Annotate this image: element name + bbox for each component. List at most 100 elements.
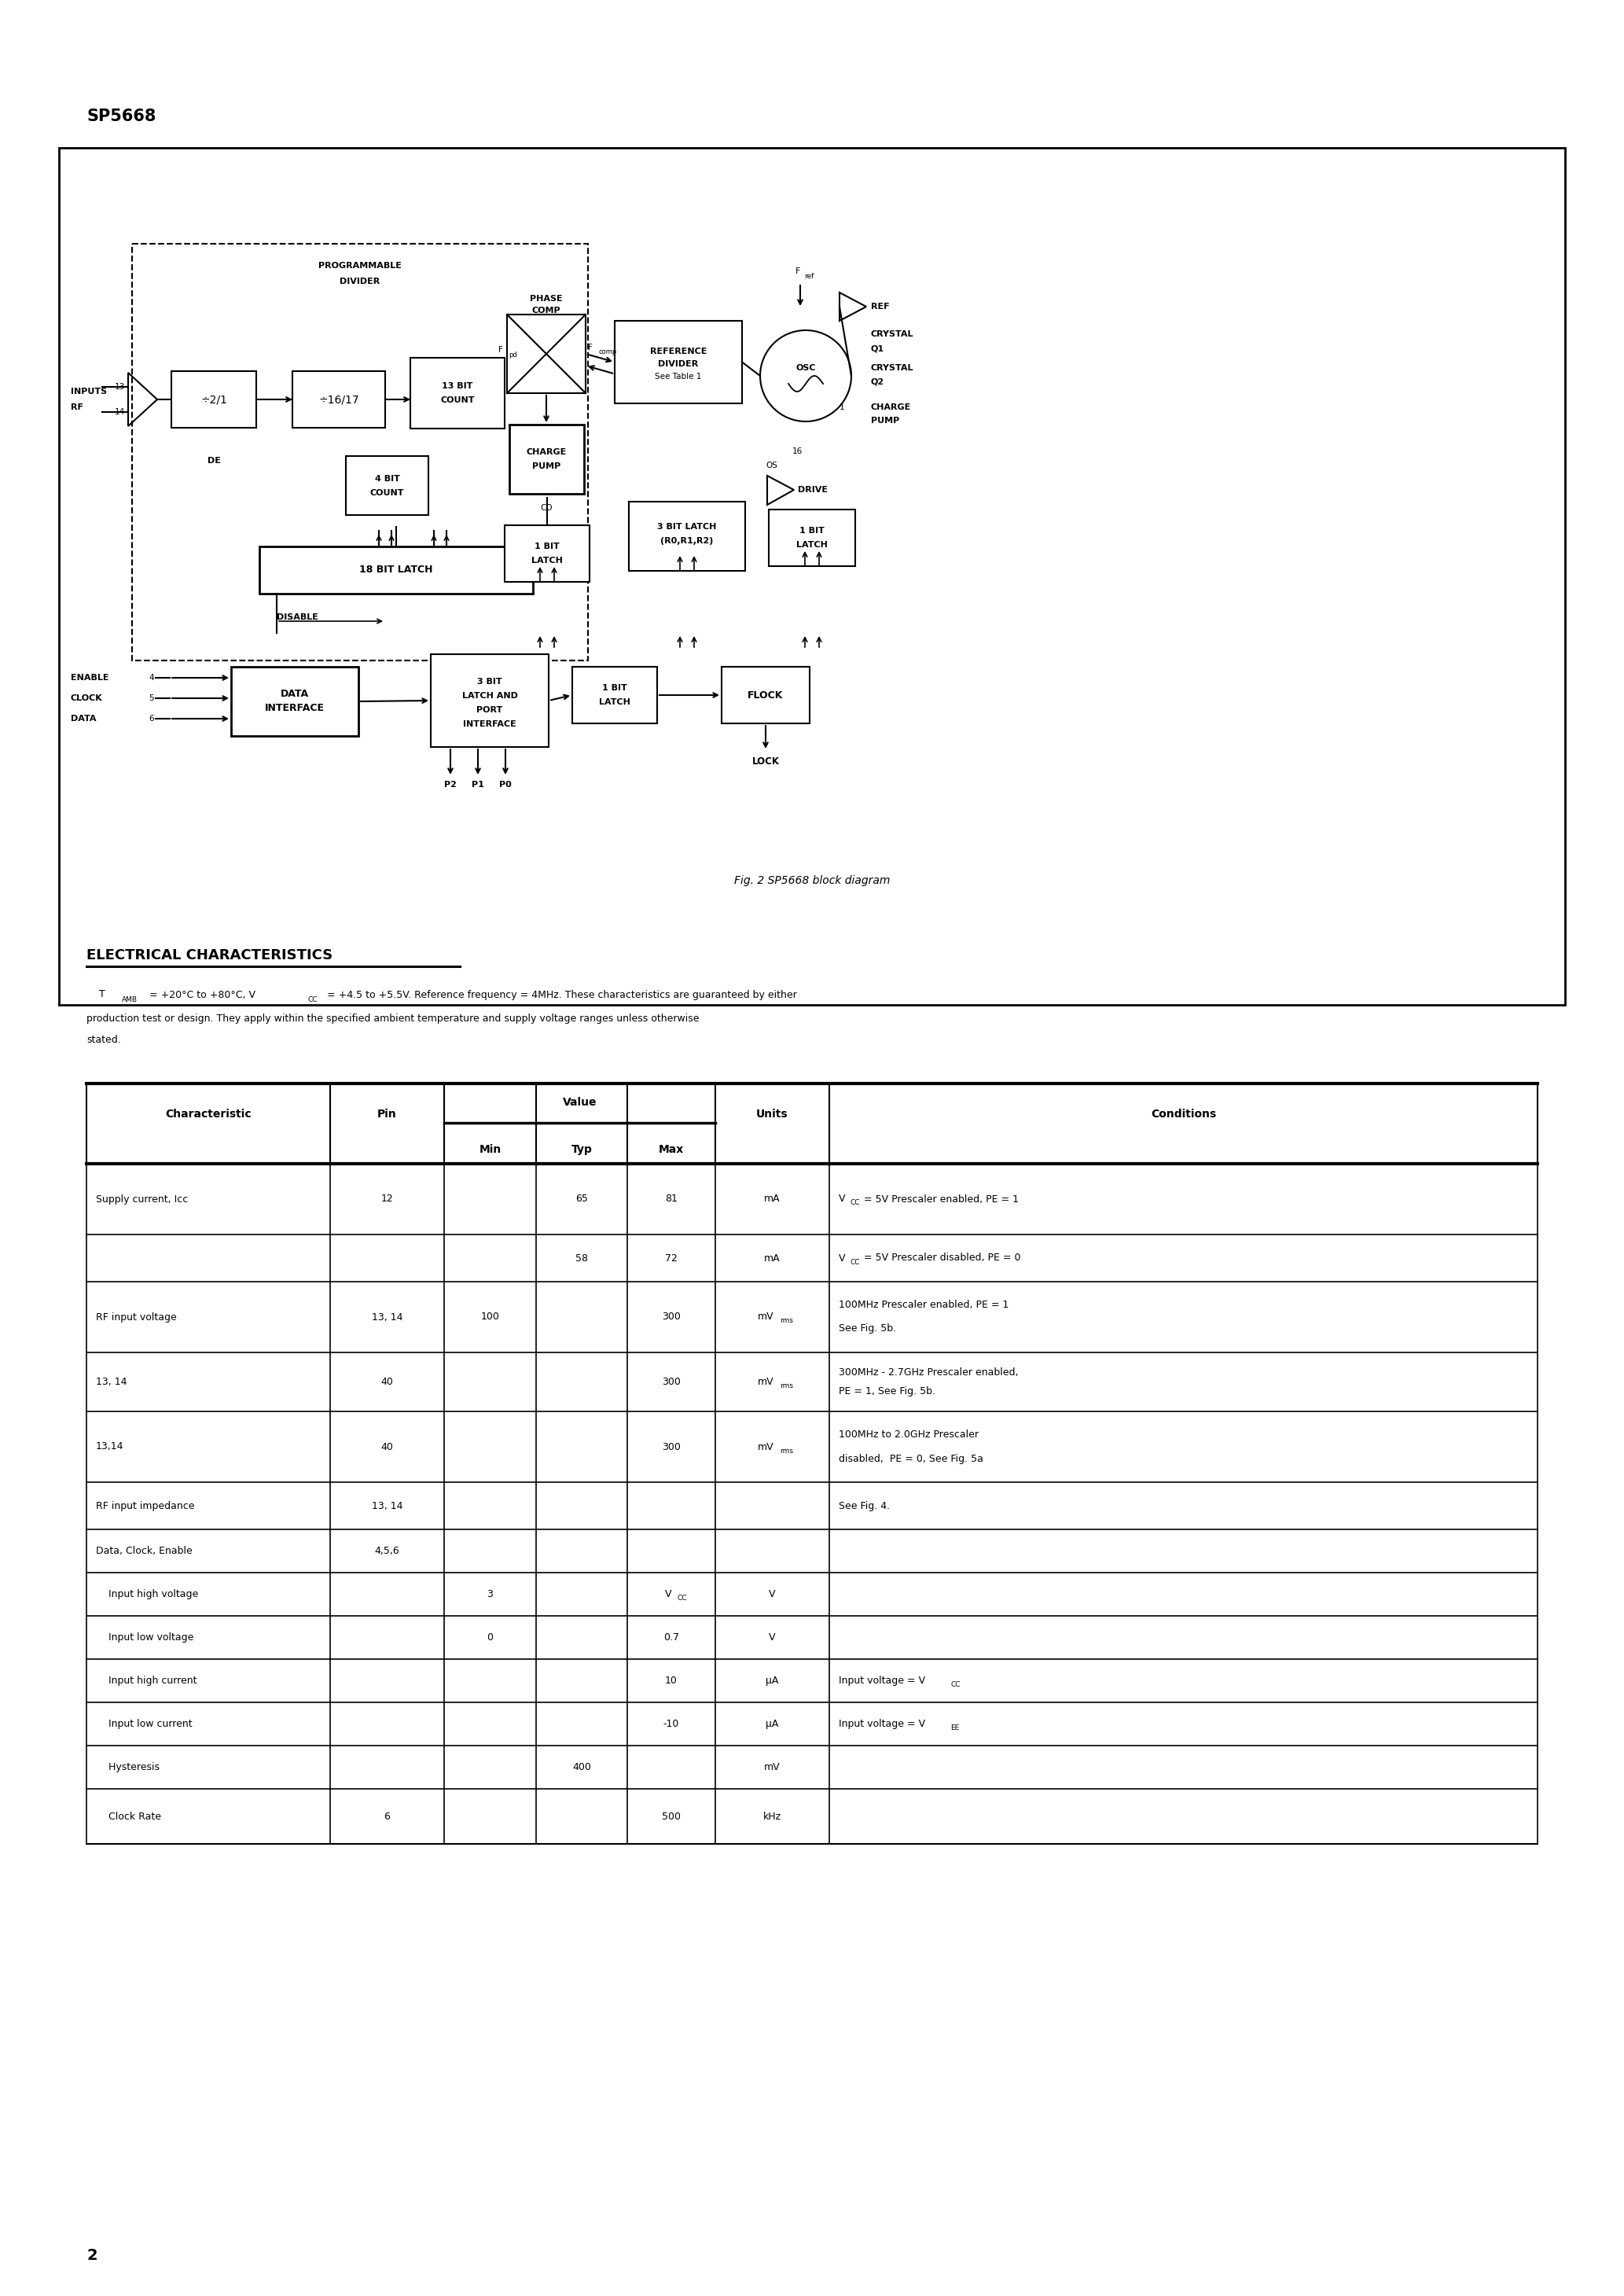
Text: mV: mV [758, 1442, 775, 1451]
Text: -10: -10 [663, 1720, 679, 1729]
Text: CLOCK: CLOCK [71, 693, 102, 703]
Text: PROGRAMMABLE: PROGRAMMABLE [318, 262, 401, 269]
Text: 3: 3 [487, 1589, 494, 1600]
Text: Fig. 2 SP5668 block diagram: Fig. 2 SP5668 block diagram [734, 875, 890, 886]
Text: 13, 14: 13, 14 [96, 1378, 127, 1387]
Text: CC: CC [849, 1258, 859, 1265]
Text: rms: rms [780, 1446, 793, 1453]
Text: Conditions: Conditions [1151, 1109, 1216, 1120]
Text: mV: mV [758, 1311, 775, 1322]
Text: 16: 16 [793, 448, 802, 455]
Text: CC: CC [849, 1199, 859, 1208]
Text: 4,5,6: 4,5,6 [375, 1545, 400, 1557]
Text: mA: mA [765, 1194, 781, 1203]
Text: ÷16/17: ÷16/17 [318, 395, 359, 404]
Text: CC: CC [950, 1681, 960, 1688]
Text: LATCH: LATCH [531, 556, 564, 565]
Text: 10: 10 [666, 1676, 677, 1685]
Bar [292, 372, 385, 427]
Text: T: T [86, 990, 106, 999]
Text: 40: 40 [382, 1378, 393, 1387]
Text: Clock Rate: Clock Rate [96, 1812, 161, 1821]
Text: (R0,R1,R2): (R0,R1,R2) [661, 537, 713, 544]
Text: DATA: DATA [71, 714, 96, 723]
Text: production test or design. They apply within the specified ambient temperature a: production test or design. They apply wi… [86, 1013, 700, 1024]
Text: = +20°C to +80°C, V: = +20°C to +80°C, V [146, 990, 255, 999]
Text: INTERFACE: INTERFACE [265, 703, 325, 714]
Text: 72: 72 [666, 1254, 677, 1263]
Text: DATA: DATA [281, 689, 309, 700]
Bar [260, 546, 533, 595]
Text: Value: Value [562, 1097, 596, 1109]
Text: COMP: COMP [533, 308, 560, 315]
Text: comp: comp [599, 349, 617, 356]
Text: LATCH: LATCH [599, 698, 630, 707]
Text: 65: 65 [575, 1194, 588, 1203]
Text: F: F [588, 344, 593, 351]
Text: 1: 1 [840, 404, 844, 411]
Text: ELECTRICAL CHARACTERISTICS: ELECTRICAL CHARACTERISTICS [86, 948, 333, 962]
Text: Input low voltage: Input low voltage [96, 1632, 193, 1642]
Text: ref: ref [804, 273, 814, 280]
Text: FLOCK: FLOCK [747, 691, 783, 700]
Bar [510, 425, 585, 494]
Text: Pin: Pin [377, 1109, 396, 1120]
Text: DIVIDER: DIVIDER [658, 360, 698, 367]
Text: Characteristic: Characteristic [166, 1109, 252, 1120]
Text: PUMP: PUMP [870, 418, 900, 425]
Text: Input high current: Input high current [96, 1676, 197, 1685]
Bar [346, 457, 429, 514]
Text: 81: 81 [666, 1194, 677, 1203]
Text: mV: mV [758, 1378, 775, 1387]
Text: 4: 4 [149, 673, 154, 682]
Text: 13, 14: 13, 14 [372, 1311, 403, 1322]
Text: ÷2/1: ÷2/1 [200, 395, 227, 404]
Text: PHASE: PHASE [529, 294, 562, 303]
Text: PE = 1, See Fig. 5b.: PE = 1, See Fig. 5b. [838, 1387, 935, 1396]
Text: Data, Clock, Enable: Data, Clock, Enable [96, 1545, 192, 1557]
Text: Input low current: Input low current [96, 1720, 192, 1729]
Text: 0: 0 [487, 1632, 494, 1642]
Text: Input voltage = V: Input voltage = V [838, 1676, 926, 1685]
Text: CO: CO [541, 505, 552, 512]
Text: V: V [664, 1589, 671, 1600]
Text: P2: P2 [445, 781, 456, 788]
Text: Q1: Q1 [870, 344, 885, 351]
Bar [721, 666, 810, 723]
Text: = +4.5 to +5.5V. Reference frequency = 4MHz. These characteristics are guarantee: = +4.5 to +5.5V. Reference frequency = 4… [323, 990, 797, 999]
Text: 300: 300 [663, 1311, 680, 1322]
Text: SP5668: SP5668 [86, 108, 156, 124]
Bar [58, 147, 1566, 1006]
Text: 13: 13 [114, 383, 125, 390]
Text: 100MHz to 2.0GHz Prescaler: 100MHz to 2.0GHz Prescaler [838, 1430, 979, 1440]
Text: RF input voltage: RF input voltage [96, 1311, 177, 1322]
Text: 0.7: 0.7 [664, 1632, 679, 1642]
Bar [411, 358, 505, 429]
Text: V: V [768, 1589, 776, 1600]
Text: 6: 6 [383, 1812, 390, 1821]
Bar [507, 315, 586, 393]
Text: RF input impedance: RF input impedance [96, 1502, 195, 1511]
Text: P0: P0 [499, 781, 512, 788]
Text: μA: μA [767, 1676, 780, 1685]
Text: 300: 300 [663, 1442, 680, 1451]
Text: LATCH: LATCH [796, 542, 828, 549]
Text: 300MHz - 2.7GHz Prescaler enabled,: 300MHz - 2.7GHz Prescaler enabled, [838, 1366, 1018, 1378]
Text: 100MHz Prescaler enabled, PE = 1: 100MHz Prescaler enabled, PE = 1 [838, 1300, 1009, 1311]
Text: = 5V Prescaler enabled, PE = 1: = 5V Prescaler enabled, PE = 1 [861, 1194, 1018, 1203]
Text: 6: 6 [149, 714, 154, 723]
Text: kHz: kHz [763, 1812, 781, 1821]
Text: 5: 5 [149, 693, 154, 703]
Bar [628, 501, 745, 572]
Text: pd: pd [508, 351, 516, 358]
Bar [768, 510, 856, 567]
Text: PUMP: PUMP [533, 461, 560, 471]
Text: EE: EE [950, 1724, 960, 1731]
Text: OSC: OSC [796, 365, 815, 372]
Text: 58: 58 [575, 1254, 588, 1263]
Text: INTERFACE: INTERFACE [463, 721, 516, 728]
Text: F: F [499, 347, 503, 354]
Text: COUNT: COUNT [370, 489, 404, 496]
Bar [572, 666, 658, 723]
Text: DE: DE [208, 457, 221, 464]
